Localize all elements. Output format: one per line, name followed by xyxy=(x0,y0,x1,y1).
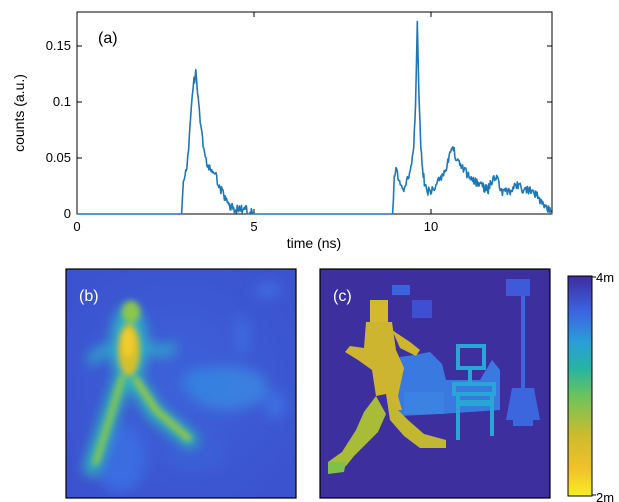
panel-b-label: (b) xyxy=(79,288,99,305)
y-tick-label: 0.05 xyxy=(46,150,71,165)
x-tick-label: 0 xyxy=(73,219,80,234)
panel-a-label: (a) xyxy=(98,30,118,47)
panel-c-label: (c) xyxy=(333,288,352,305)
panel-c: (c) xyxy=(319,268,551,499)
y-axis: 0 0.05 0.1 0.15 xyxy=(46,38,552,221)
panel-b-runner-core xyxy=(92,301,192,466)
colorbar-scale xyxy=(567,275,593,497)
y-tick-label: 0.1 xyxy=(53,94,71,109)
y-axis-label: counts (a.u.) xyxy=(11,74,27,152)
y-tick-label: 0.15 xyxy=(46,38,71,53)
colorbar-min-label: 2m xyxy=(596,490,614,502)
panel-b: (b) xyxy=(65,268,297,499)
colorbar-max-label: 4m xyxy=(596,270,614,285)
panel-a: (a) 0 0.05 0.1 0.15 0 5 10 time (ns) xyxy=(11,11,553,251)
colorbar: 4m 2m xyxy=(567,270,614,502)
panel-b-frame xyxy=(65,268,297,499)
x-tick-label: 10 xyxy=(424,219,438,234)
series-line xyxy=(76,20,553,215)
panel-b-scene xyxy=(94,282,285,492)
y-tick-label: 0 xyxy=(64,206,71,221)
panel-c-runner xyxy=(328,300,446,474)
x-tick-label: 5 xyxy=(250,219,257,234)
x-axis: 0 5 10 xyxy=(73,12,438,234)
panel-c-lamp xyxy=(506,279,540,426)
x-axis-label: time (ns) xyxy=(287,235,341,251)
panel-c-vase xyxy=(523,388,531,394)
panel-c-frame xyxy=(319,268,551,499)
